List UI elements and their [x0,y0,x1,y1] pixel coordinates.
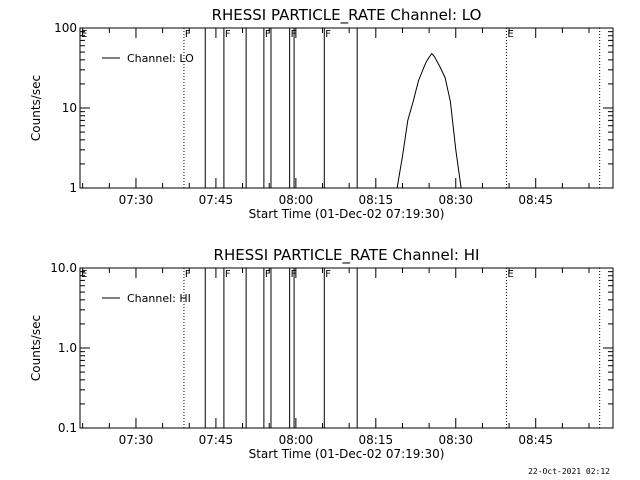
x-tick-label: 07:45 [199,433,234,447]
x-axis-label: Start Time (01-Dec-02 07:19:30) [249,447,445,461]
lo-channel-panel: RHESSI PARTICLE_RATE Channel: LO 1 10 100 Co… [29,6,614,221]
flag-label: F [225,29,231,40]
legend-label: Channel: LO [127,52,194,65]
y-axis-label: Counts/sec [29,315,43,381]
data-line [396,52,462,189]
flag-label: F [265,269,271,280]
timestamp-label: 22-Oct-2021 02:12 [528,467,610,476]
flag-label: E [81,269,87,280]
y-tick-label: 10.0 [50,261,77,275]
y-axis-label: Counts/sec [29,75,43,141]
x-axis-label: Start Time (01-Dec-02 07:19:30) [249,207,445,221]
y-tick-label: 10 [62,101,77,115]
x-tick-label: 08:15 [359,193,394,207]
flag-label: E [507,269,513,280]
flag-label: F [225,269,231,280]
x-tick-label: 08:45 [518,193,553,207]
y-tick-label: 100 [54,21,77,35]
flag-label: E [81,29,87,40]
y-tick-label: 1 [69,181,77,195]
x-tick-label: 08:15 [359,433,394,447]
chart-title: RHESSI PARTICLE_RATE Channel: HI [214,246,480,265]
flag-label: F [185,269,191,280]
flag-label: F [325,269,331,280]
flag-label: E [507,29,513,40]
x-tick-label: 07:45 [199,193,234,207]
x-tick-label: 08:00 [279,193,314,207]
legend-label: Channel: HI [127,292,191,305]
hi-channel-panel: RHESSI PARTICLE_RATE Channel: HI 0.1 1.0 10… [29,246,614,461]
chart-title: RHESSI PARTICLE_RATE Channel: LO [212,6,482,25]
x-tick-label: 08:45 [518,433,553,447]
x-tick-label: 08:30 [438,433,473,447]
y-tick-label: 0.1 [58,421,77,435]
flag-label: F [185,29,191,40]
x-tick-label: 08:00 [279,433,314,447]
y-tick-label: 1.0 [58,341,77,355]
flag-label: F [265,29,271,40]
x-tick-label: 08:30 [438,193,473,207]
x-tick-label: 07:30 [119,433,154,447]
flag-label: F [325,29,331,40]
x-tick-label: 07:30 [119,193,154,207]
